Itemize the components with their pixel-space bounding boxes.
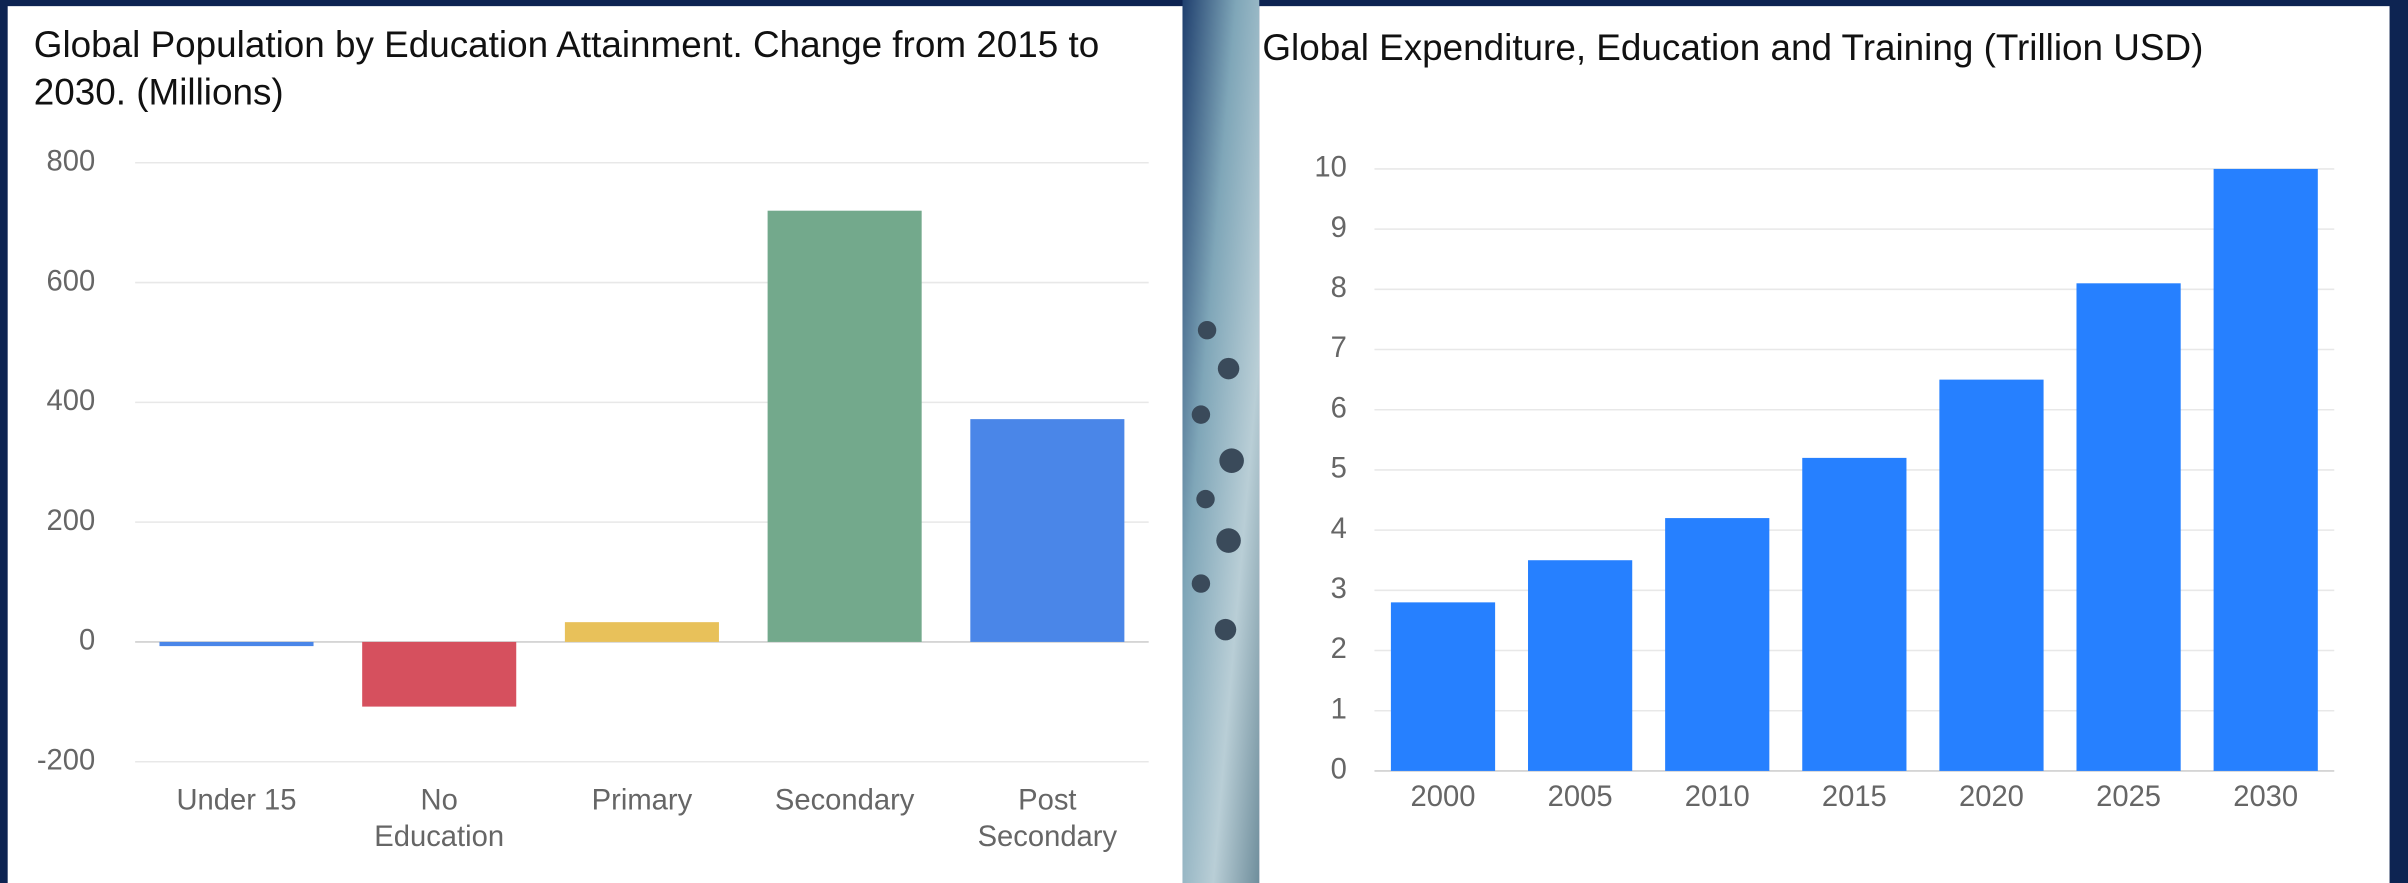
x-tick-label: 2025 xyxy=(2096,781,2162,814)
y-tick-label: 3 xyxy=(1331,573,1347,605)
y-tick-label: 800 xyxy=(47,145,96,177)
y-tick-label: 0 xyxy=(79,625,95,657)
bar xyxy=(362,641,517,707)
bar xyxy=(1528,560,1633,771)
x-tick-label: No Education xyxy=(374,784,505,854)
chart-title: Global Expenditure, Education and Traini… xyxy=(1262,27,2204,70)
decor-strip xyxy=(1182,0,1260,883)
x-tick-label: 2030 xyxy=(2233,781,2299,814)
molecule-decor xyxy=(1191,320,1244,641)
x-tick-label: 2010 xyxy=(1684,781,1750,814)
bar xyxy=(564,622,719,642)
bar xyxy=(1665,518,1770,771)
x-tick-label: 2015 xyxy=(1821,781,1887,814)
y-tick-label: 7 xyxy=(1331,332,1347,364)
bar xyxy=(1802,457,1907,771)
y-tick-label: 6 xyxy=(1331,392,1347,424)
bar xyxy=(1939,379,2044,771)
y-tick-label: 2 xyxy=(1331,633,1347,665)
y-tick-label: 400 xyxy=(47,385,96,417)
x-tick-label: 2000 xyxy=(1410,781,1476,814)
bar xyxy=(2076,283,2181,771)
y-tick-label: -200 xyxy=(37,744,95,776)
bar xyxy=(767,210,922,642)
y-tick-label: 600 xyxy=(47,265,96,297)
y-tick-label: 10 xyxy=(1314,152,1346,184)
x-tick-label: Primary xyxy=(591,784,693,817)
x-tick-label: 2020 xyxy=(1959,781,2024,814)
y-tick-label: 200 xyxy=(47,505,96,537)
x-tick-label: Under 15 xyxy=(176,784,297,817)
bar xyxy=(2213,168,2318,771)
y-tick-label: 9 xyxy=(1331,212,1347,244)
y-tick-label: 4 xyxy=(1331,513,1347,545)
y-tick-label: 5 xyxy=(1331,453,1347,485)
bar xyxy=(1390,602,1496,771)
bar xyxy=(970,419,1125,642)
y-tick-label: 8 xyxy=(1331,272,1347,304)
x-tick-label: Secondary xyxy=(774,784,915,817)
y-tick-label: 1 xyxy=(1331,693,1347,725)
y-tick-label: 0 xyxy=(1331,754,1347,786)
x-tick-label: 2005 xyxy=(1547,781,1613,814)
x-tick-label: Post Secondary xyxy=(977,784,1118,854)
chart-title: Global Population by Education Attainmen… xyxy=(33,24,1100,114)
bar xyxy=(159,641,314,647)
